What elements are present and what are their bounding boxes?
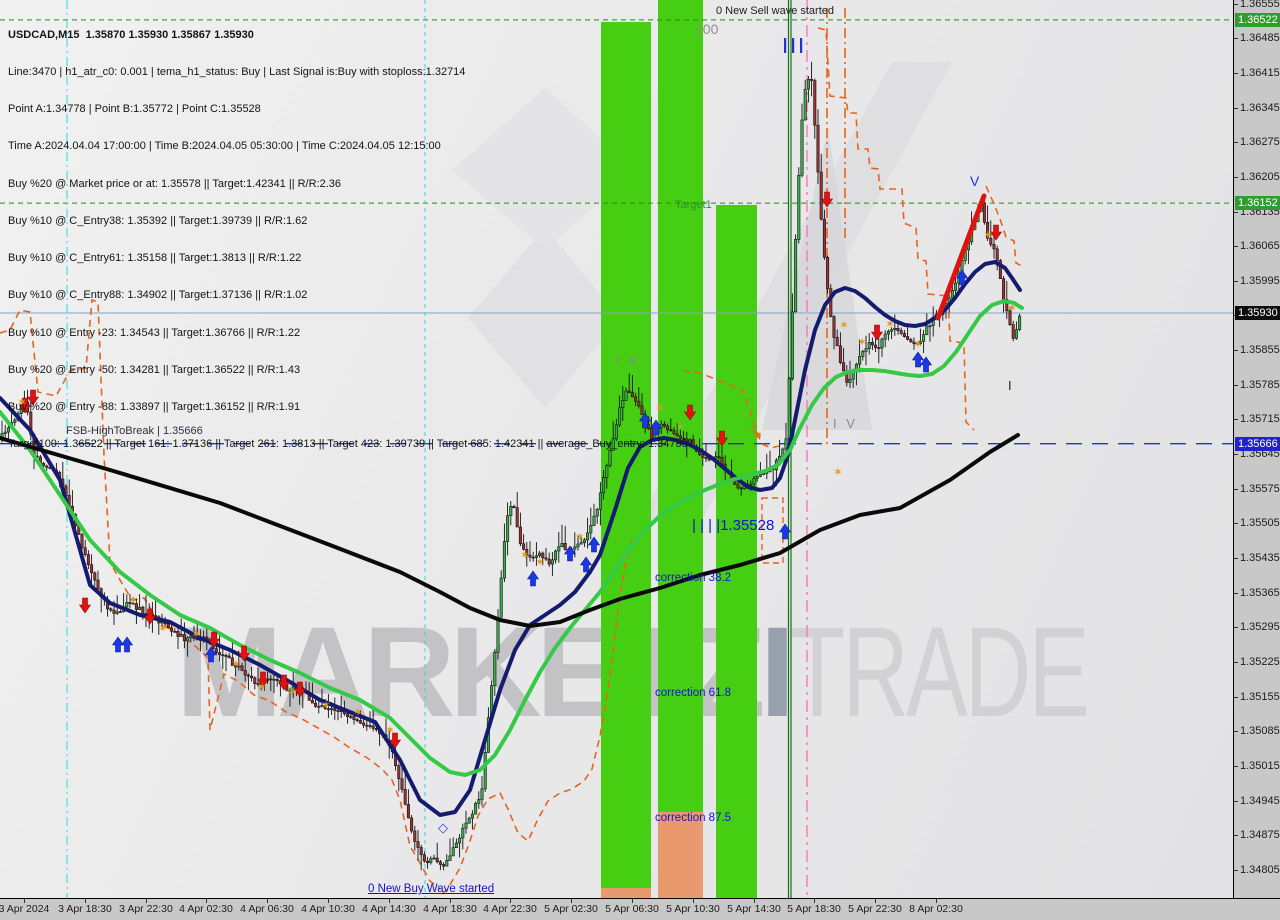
price-badge: 1.36522 — [1235, 13, 1280, 27]
price-plot[interactable]: ✶ ✶ ✶ ✶ ✶ ✶ ✶ ✶ ✶ ✶ ✶ ✶ ✶ ✶ ✶ ✶ ✶ ✶ ✶ ✶ ✶ ✶ ⇘ ◇ — [0, 0, 1233, 898]
svg-text:✶: ✶ — [535, 555, 545, 569]
time-tick-label: 5 Apr 10:30 — [666, 903, 720, 915]
price-tick-label: 1.35855 — [1240, 344, 1280, 356]
price-tick-label: 1.36345 — [1240, 102, 1280, 114]
chart-object-glyph: ⇘ — [749, 423, 762, 442]
price-axis[interactable]: 1.36555 1.36485 1.36415 1.36345 1.36275 1.362… — [1234, 0, 1280, 898]
time-tick-label: 5 Apr 18:30 — [787, 903, 841, 915]
price-tick-label: 1.36485 — [1240, 32, 1280, 44]
price-tick-label: 1.35435 — [1240, 552, 1280, 564]
svg-text:✶: ✶ — [1007, 301, 1017, 315]
svg-text:✶: ✶ — [353, 705, 363, 719]
svg-text:✶: ✶ — [321, 698, 331, 712]
price-tick-label: 1.35645 — [1240, 448, 1280, 460]
stop-line — [817, 27, 975, 431]
time-tick-label: 5 Apr 06:30 — [605, 903, 659, 915]
svg-text:✶: ✶ — [575, 530, 585, 544]
svg-text:✶: ✶ — [675, 420, 685, 434]
svg-text:✶: ✶ — [885, 317, 895, 331]
svg-text:✶: ✶ — [857, 335, 867, 349]
svg-text:✶: ✶ — [17, 395, 27, 409]
svg-text:✶: ✶ — [287, 685, 297, 699]
stop-line — [985, 185, 1023, 267]
time-tick-label: 4 Apr 18:30 — [423, 903, 477, 915]
svg-text:✶: ✶ — [839, 318, 849, 332]
svg-text:✶: ✶ — [231, 657, 241, 671]
time-tick-label: 4 Apr 02:30 — [179, 903, 233, 915]
price-tick-label: 1.35155 — [1240, 691, 1280, 703]
time-tick-label: 3 Apr 18:30 — [58, 903, 112, 915]
price-tick-label: 1.35295 — [1240, 621, 1280, 633]
time-tick-label: 4 Apr 14:30 — [362, 903, 416, 915]
price-tick-label: 1.35225 — [1240, 656, 1280, 668]
time-tick-label: 3 Apr 22:30 — [119, 903, 173, 915]
price-tick-label: 1.34805 — [1240, 864, 1280, 876]
svg-text:✶: ✶ — [913, 337, 923, 351]
buy-arrow-icons — [111, 269, 969, 663]
chart-object-glyph: ◇ — [438, 821, 448, 836]
watermark-light: TRADE — [789, 601, 1090, 744]
time-axis[interactable]: 3 Apr 2024 3 Apr 18:30 3 Apr 22:30 4 Apr 02… — [0, 898, 1280, 920]
price-tick-label: 1.35785 — [1240, 379, 1280, 391]
svg-text:✶: ✶ — [158, 621, 168, 635]
chart-canvas[interactable]: MARKETZITRADE ✶ ✶ ✶ ✶ ✶ ✶ ✶ ✶ ✶ ✶ ✶ ✶ ✶ ✶ ✶ ✶ ✶ ✶ ✶ ✶ ✶ ✶ ⇘ ◇ U… — [0, 0, 1234, 898]
price-badge: 1.35666 — [1235, 437, 1280, 451]
time-tick-label: 4 Apr 06:30 — [240, 903, 294, 915]
fibo-zone-band — [658, 0, 703, 812]
time-tick-label: 4 Apr 10:30 — [301, 903, 355, 915]
sell-arrow-icons — [18, 191, 1003, 749]
ma-black-slow — [0, 433, 1020, 628]
price-tick-label: 1.35505 — [1240, 517, 1280, 529]
price-tick-label: 1.36555 — [1240, 0, 1280, 10]
price-tick-label: 1.34945 — [1240, 795, 1280, 807]
price-tick-label: 1.36065 — [1240, 240, 1280, 252]
time-tick-label: 5 Apr 02:30 — [544, 903, 598, 915]
price-tick-label: 1.36415 — [1240, 67, 1280, 79]
svg-text:✶: ✶ — [191, 627, 201, 641]
price-badge: 1.35930 — [1235, 306, 1280, 320]
price-tick-label: 1.35015 — [1240, 760, 1280, 772]
ma-green — [0, 299, 1024, 777]
svg-text:✶: ✶ — [833, 465, 843, 479]
stop-line — [0, 298, 441, 890]
price-tick-label: 1.34875 — [1240, 829, 1280, 841]
stop-line — [437, 540, 633, 898]
wave-tick — [784, 38, 787, 53]
price-tick-label: 1.36275 — [1240, 136, 1280, 148]
wave-tick — [792, 38, 795, 53]
price-tick-label: 1.35715 — [1240, 413, 1280, 425]
price-tick-label: 1.35575 — [1240, 483, 1280, 495]
fibo-zone-block — [658, 812, 703, 898]
trend-line[interactable] — [935, 193, 987, 321]
tema-fast-navy — [0, 260, 1022, 817]
svg-text:✶: ✶ — [520, 548, 530, 562]
price-tick-label: 1.36205 — [1240, 171, 1280, 183]
fibo-zone-block — [601, 888, 651, 898]
time-tick-label: 8 Apr 02:30 — [909, 903, 963, 915]
star-icons: ✶ ✶ ✶ ✶ ✶ ✶ ✶ ✶ ✶ ✶ ✶ ✶ ✶ ✶ ✶ ✶ ✶ ✶ ✶ ✶ ✶ ✶ — [17, 228, 1017, 737]
time-tick-label: 3 Apr 2024 — [0, 903, 50, 915]
stop-line — [682, 370, 780, 449]
wave-tick — [800, 38, 803, 53]
price-tick-label: 1.35995 — [1240, 275, 1280, 287]
time-tick-label: 5 Apr 14:30 — [727, 903, 781, 915]
svg-text:✶: ✶ — [128, 593, 138, 607]
time-tick-label: 4 Apr 22:30 — [483, 903, 537, 915]
fibo-zone-band — [716, 205, 757, 898]
svg-text:✶: ✶ — [655, 401, 665, 415]
time-tick-label: 5 Apr 22:30 — [848, 903, 902, 915]
svg-text:✶: ✶ — [385, 723, 395, 737]
price-badge: 1.36152 — [1235, 196, 1280, 210]
svg-text:✶: ✶ — [257, 680, 267, 694]
svg-text:✶: ✶ — [983, 228, 993, 242]
price-tick-label: 1.35085 — [1240, 725, 1280, 737]
price-tick-label: 1.35365 — [1240, 587, 1280, 599]
